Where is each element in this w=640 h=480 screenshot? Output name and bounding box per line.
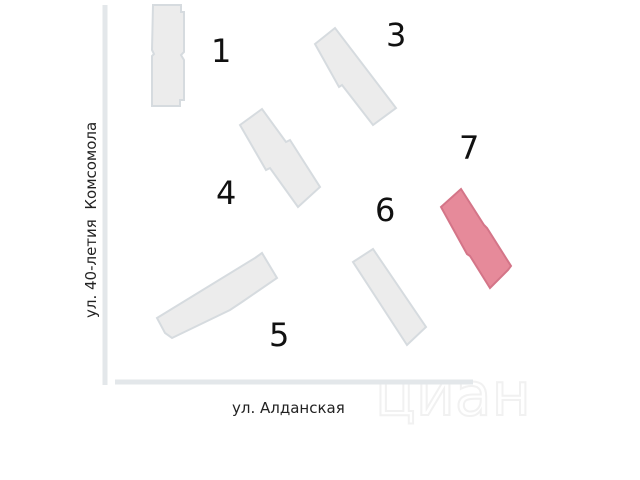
building-7-highlighted[interactable]	[439, 187, 513, 290]
building-6[interactable]	[351, 247, 428, 347]
building-label-4: 4	[216, 174, 236, 212]
building-label-3: 3	[386, 16, 406, 54]
building-label-7: 7	[459, 129, 479, 167]
building-3[interactable]	[313, 26, 398, 127]
building-label-5: 5	[269, 316, 289, 354]
building-label-1: 1	[211, 32, 231, 70]
building-4[interactable]	[238, 107, 322, 209]
building-label-6: 6	[375, 191, 395, 229]
building-1[interactable]	[150, 4, 185, 107]
watermark: циан	[375, 360, 531, 430]
street-label-aldanskaya: ул. Алданская	[232, 399, 345, 417]
street-label-40-letiya-komsomola: ул. 40-летия Комсомола	[82, 122, 100, 318]
building-5[interactable]	[155, 251, 279, 340]
